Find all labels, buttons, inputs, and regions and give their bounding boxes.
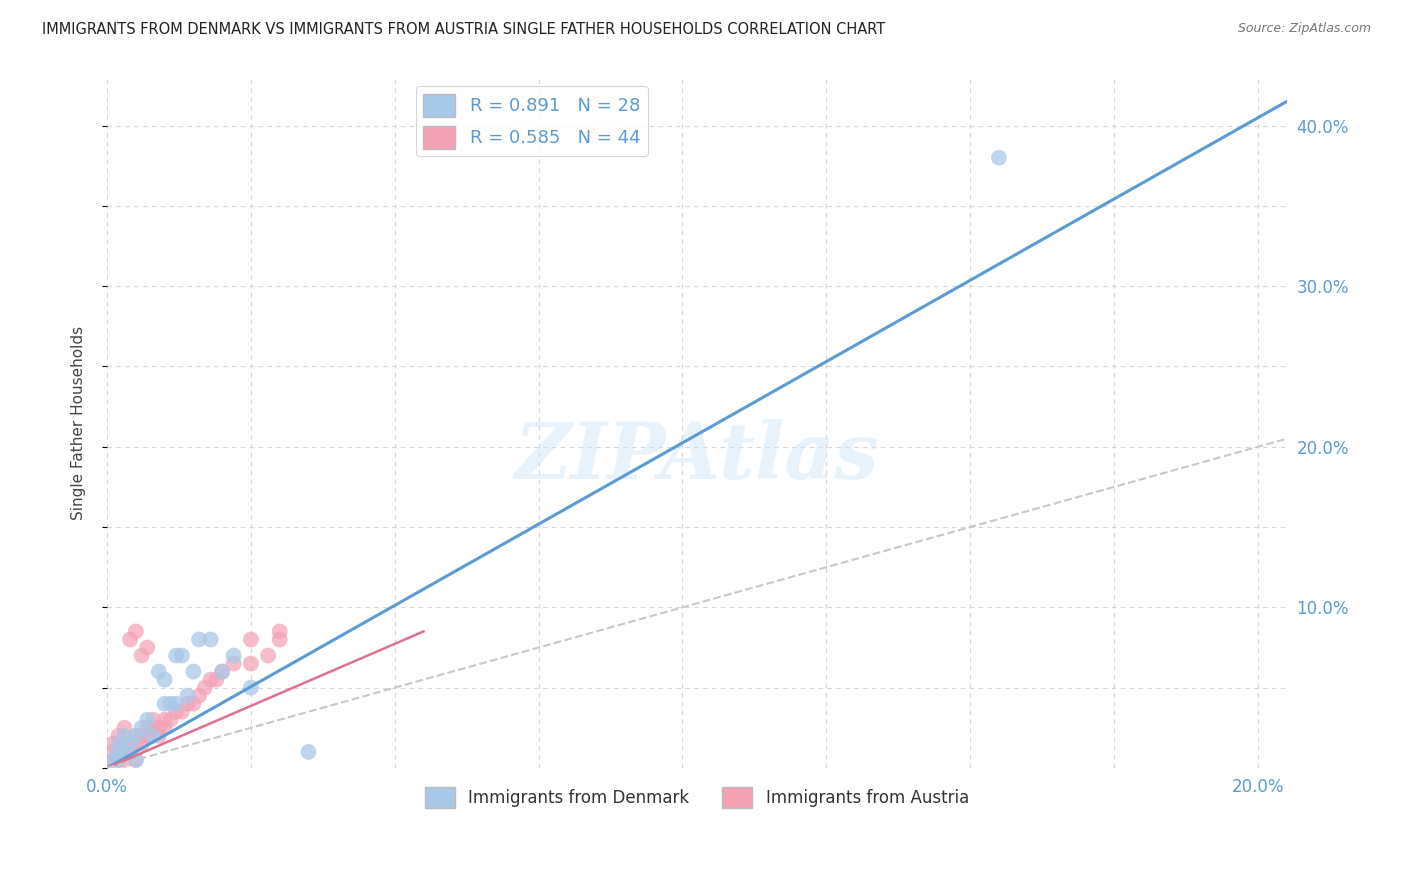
Point [153,697,176,711]
Point [136,640,159,655]
Point [165,705,187,719]
Point [153,721,176,735]
Point [112,721,135,735]
Point [101,737,124,751]
Point [239,657,262,671]
Point [112,745,135,759]
Point [176,697,198,711]
Point [120,632,142,647]
Text: IMMIGRANTS FROM DENMARK VS IMMIGRANTS FROM AUSTRIA SINGLE FATHER HOUSEHOLDS CORR: IMMIGRANTS FROM DENMARK VS IMMIGRANTS FR… [42,22,886,37]
Point [987,151,1010,165]
Point [188,632,211,647]
Point [239,681,262,695]
Point [205,673,228,687]
Point [125,737,148,751]
Point [200,632,222,647]
Point [200,673,222,687]
Point [170,648,193,663]
Point [112,753,135,767]
Point [165,648,187,663]
Legend: Immigrants from Denmark, Immigrants from Austria: Immigrants from Denmark, Immigrants from… [418,780,976,815]
Point [183,697,205,711]
Point [107,729,129,743]
Point [125,753,148,767]
Point [170,705,193,719]
Point [107,737,129,751]
Point [125,729,148,743]
Point [120,745,142,759]
Point [159,697,181,711]
Point [148,729,170,743]
Point [148,665,170,679]
Point [136,721,159,735]
Point [297,745,319,759]
Point [165,697,187,711]
Point [101,753,124,767]
Point [222,657,245,671]
Point [107,745,129,759]
Point [131,648,153,663]
Point [125,753,148,767]
Point [239,632,262,647]
Point [159,713,181,727]
Y-axis label: Single Father Households: Single Father Households [72,326,86,520]
Point [211,665,233,679]
Point [269,624,291,639]
Point [107,753,129,767]
Point [131,737,153,751]
Point [257,648,280,663]
Point [142,721,165,735]
Point [125,624,148,639]
Point [107,753,129,767]
Point [101,745,124,759]
Point [153,673,176,687]
Point [107,745,129,759]
Point [142,713,165,727]
Point [142,729,165,743]
Point [194,681,217,695]
Point [120,737,142,751]
Point [112,737,135,751]
Point [153,713,176,727]
Point [120,737,142,751]
Point [188,689,211,703]
Point [112,729,135,743]
Point [136,729,159,743]
Point [101,753,124,767]
Point [183,665,205,679]
Point [131,729,153,743]
Text: ZIPAtlas: ZIPAtlas [515,419,879,495]
Point [211,665,233,679]
Text: Source: ZipAtlas.com: Source: ZipAtlas.com [1237,22,1371,36]
Point [131,721,153,735]
Point [125,729,148,743]
Point [136,713,159,727]
Point [148,721,170,735]
Point [222,648,245,663]
Point [269,632,291,647]
Point [176,689,198,703]
